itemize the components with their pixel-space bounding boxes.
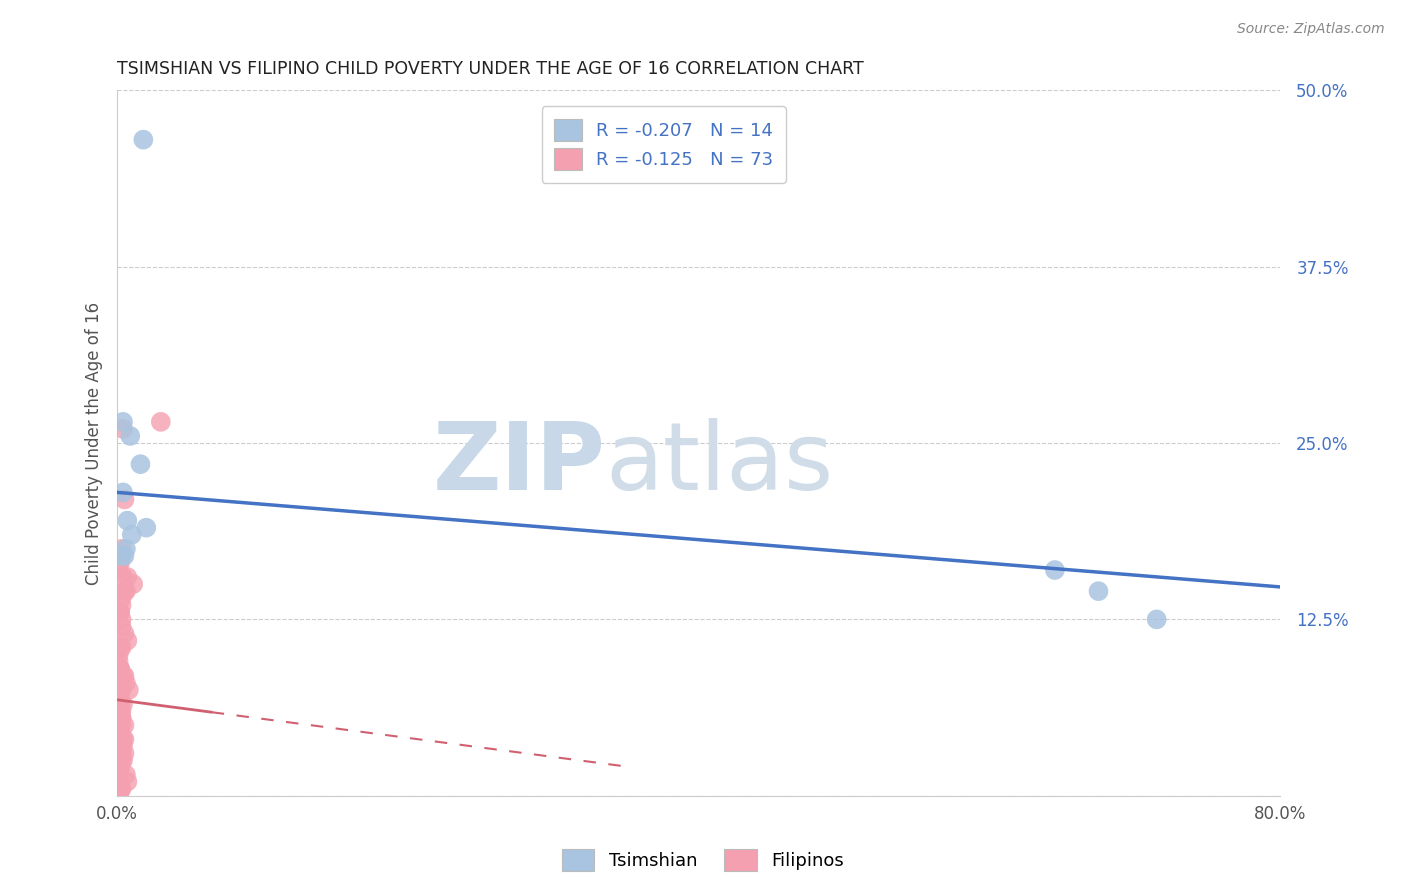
Point — [107, 718, 129, 732]
Point — [107, 732, 129, 747]
Point — [111, 570, 134, 584]
Point — [110, 711, 132, 725]
Point — [111, 485, 134, 500]
Point — [135, 521, 157, 535]
Point — [110, 711, 132, 725]
Point — [115, 541, 138, 556]
Point — [107, 563, 129, 577]
Point — [110, 704, 132, 718]
Point — [108, 739, 131, 754]
Point — [114, 626, 136, 640]
Point — [108, 732, 131, 747]
Point — [110, 541, 132, 556]
Point — [108, 767, 131, 781]
Point — [108, 760, 131, 774]
Point — [1043, 563, 1066, 577]
Point — [107, 655, 129, 669]
Point — [110, 549, 132, 563]
Point — [108, 704, 131, 718]
Point — [107, 697, 129, 711]
Point — [115, 584, 138, 599]
Point — [111, 422, 134, 436]
Point — [110, 682, 132, 697]
Point — [108, 781, 131, 796]
Point — [110, 591, 132, 606]
Point — [107, 648, 129, 662]
Point — [110, 619, 132, 633]
Point — [108, 640, 131, 655]
Y-axis label: Child Poverty Under the Age of 16: Child Poverty Under the Age of 16 — [86, 301, 103, 584]
Point — [108, 662, 131, 676]
Point — [1087, 584, 1109, 599]
Point — [107, 784, 129, 798]
Legend: R = -0.207   N = 14, R = -0.125   N = 73: R = -0.207 N = 14, R = -0.125 N = 73 — [541, 106, 786, 183]
Point — [122, 577, 145, 591]
Text: atlas: atlas — [606, 418, 834, 510]
Point — [129, 457, 152, 471]
Point — [117, 514, 139, 528]
Point — [111, 415, 134, 429]
Point — [108, 690, 131, 704]
Point — [108, 605, 131, 619]
Point — [107, 704, 129, 718]
Point — [117, 774, 139, 789]
Point — [114, 732, 136, 747]
Point — [1146, 612, 1168, 626]
Text: ZIP: ZIP — [433, 418, 606, 510]
Point — [149, 415, 172, 429]
Point — [114, 747, 136, 761]
Point — [107, 760, 129, 774]
Point — [111, 739, 134, 754]
Legend: Tsimshian, Filipinos: Tsimshian, Filipinos — [554, 842, 852, 879]
Point — [108, 739, 131, 754]
Point — [117, 633, 139, 648]
Point — [110, 612, 132, 626]
Point — [114, 669, 136, 683]
Text: Source: ZipAtlas.com: Source: ZipAtlas.com — [1237, 22, 1385, 37]
Point — [110, 747, 132, 761]
Point — [114, 492, 136, 507]
Point — [114, 549, 136, 563]
Point — [114, 718, 136, 732]
Point — [107, 711, 129, 725]
Point — [110, 640, 132, 655]
Point — [107, 781, 129, 796]
Point — [108, 725, 131, 739]
Point — [108, 556, 131, 570]
Point — [110, 747, 132, 761]
Point — [108, 662, 131, 676]
Point — [110, 718, 132, 732]
Point — [108, 605, 131, 619]
Point — [108, 711, 131, 725]
Point — [110, 754, 132, 768]
Point — [111, 732, 134, 747]
Point — [117, 570, 139, 584]
Point — [107, 704, 129, 718]
Point — [110, 549, 132, 563]
Point — [110, 781, 132, 796]
Point — [132, 133, 155, 147]
Point — [108, 784, 131, 798]
Point — [121, 527, 143, 541]
Point — [107, 774, 129, 789]
Point — [108, 725, 131, 739]
Point — [114, 584, 136, 599]
Point — [108, 760, 131, 774]
Point — [108, 725, 131, 739]
Point — [108, 697, 131, 711]
Point — [115, 767, 138, 781]
Point — [110, 599, 132, 613]
Text: TSIMSHIAN VS FILIPINO CHILD POVERTY UNDER THE AGE OF 16 CORRELATION CHART: TSIMSHIAN VS FILIPINO CHILD POVERTY UNDE… — [117, 60, 863, 78]
Point — [111, 669, 134, 683]
Point — [111, 754, 134, 768]
Point — [118, 682, 141, 697]
Point — [111, 697, 134, 711]
Point — [115, 676, 138, 690]
Point — [120, 429, 142, 443]
